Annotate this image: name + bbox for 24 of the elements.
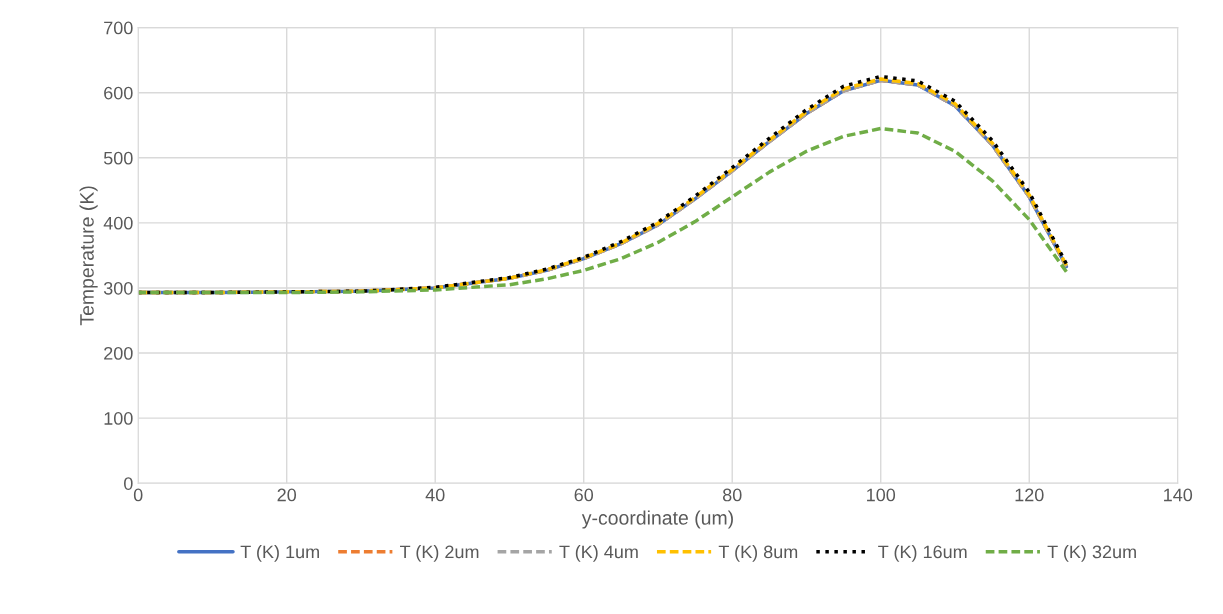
y-tick-label: 600 bbox=[104, 86, 133, 100]
x-tick-label: 140 bbox=[1164, 488, 1193, 502]
legend-label: T (K) 1um bbox=[240, 545, 319, 562]
y-axis-title: Temperature (K) bbox=[79, 186, 98, 326]
x-tick-label: 60 bbox=[574, 488, 594, 502]
x-tick-label: 80 bbox=[722, 488, 742, 502]
legend-label: T (K) 8um bbox=[718, 545, 798, 562]
legend-label: T (K) 2um bbox=[400, 545, 479, 562]
y-tick-label: 100 bbox=[104, 412, 133, 425]
y-tick-label: 0 bbox=[124, 477, 133, 490]
x-tick-label: 120 bbox=[1015, 488, 1044, 502]
legend-label: T (K) 4um bbox=[559, 545, 638, 562]
y-tick-label: 700 bbox=[104, 21, 133, 35]
x-tick-label: 40 bbox=[425, 488, 445, 502]
legend-label: T (K) 32um bbox=[1047, 545, 1136, 562]
x-axis-title: y-coordinate (um) bbox=[581, 510, 733, 529]
legend-label: T (K) 16um bbox=[878, 545, 967, 562]
y-tick-label: 400 bbox=[103, 216, 133, 230]
x-tick-label: 100 bbox=[867, 488, 896, 502]
y-tick-label: 300 bbox=[103, 281, 133, 295]
x-tick-label: 0 bbox=[133, 488, 143, 502]
y-tick-label: 500 bbox=[103, 151, 133, 165]
y-tick-label: 200 bbox=[104, 346, 133, 360]
x-tick-label: 20 bbox=[277, 488, 297, 502]
